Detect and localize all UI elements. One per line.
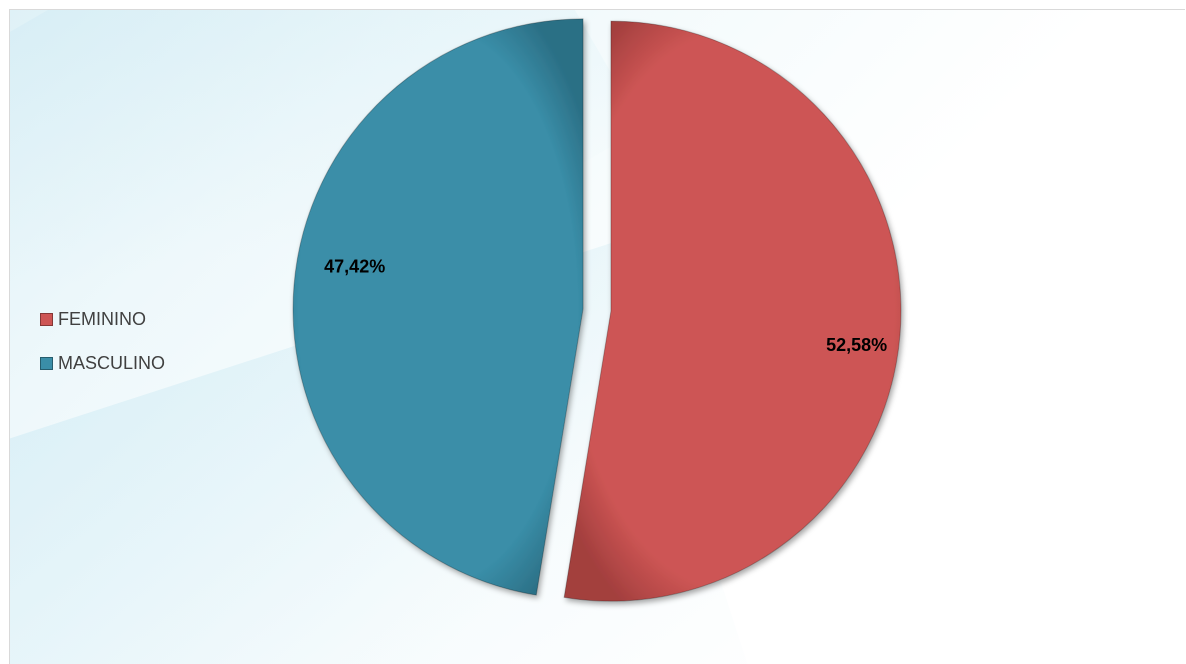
legend-swatch-feminino <box>40 312 53 326</box>
legend-item-feminino: FEMININO <box>40 307 165 331</box>
slice-feminino <box>563 20 902 602</box>
data-label-masculino: 47,42% <box>324 256 385 276</box>
legend-item-masculino: MASCULINO <box>40 351 165 375</box>
legend-label-feminino: FEMININO <box>58 308 146 329</box>
legend-swatch-masculino <box>40 356 53 370</box>
legend: FEMININO MASCULINO <box>40 307 165 395</box>
slice-masculino <box>292 18 584 596</box>
legend-label-masculino: MASCULINO <box>58 352 166 373</box>
data-label-feminino: 52,58% <box>826 335 887 355</box>
